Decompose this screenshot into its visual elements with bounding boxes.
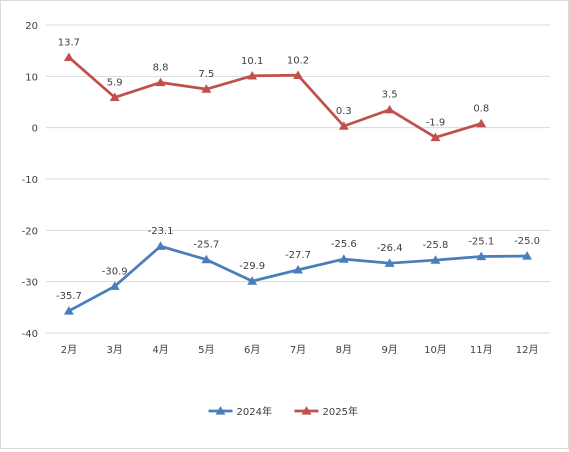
x-tick-label: 6月 xyxy=(244,344,260,356)
gridlines xyxy=(46,24,550,334)
x-tick-label: 9月 xyxy=(381,344,397,356)
x-tick-label: 7月 xyxy=(290,344,306,356)
data-label: 0.3 xyxy=(336,106,352,117)
x-tick-label: 11月 xyxy=(470,344,493,356)
data-label: 8.8 xyxy=(153,62,169,73)
data-point-marker xyxy=(109,281,120,290)
data-labels: -35.7 -30.9 -23.1 -25.7 -29.9 -27.7 -25.6 -26.4… xyxy=(56,37,540,302)
data-label: -27.7 xyxy=(285,250,311,261)
data-label: -25.8 xyxy=(423,240,449,251)
data-point-marker xyxy=(63,306,74,315)
y-tick-label: -30 xyxy=(22,278,38,289)
data-point-marker xyxy=(201,254,212,264)
data-point-marker xyxy=(109,92,120,102)
data-label: -25.7 xyxy=(193,240,219,251)
legend-item: 2025年 xyxy=(294,405,358,418)
data-label: -35.7 xyxy=(56,291,82,302)
data-point-marker xyxy=(384,258,395,267)
data-label: -26.4 xyxy=(377,243,403,254)
data-point-marker xyxy=(476,251,487,261)
data-label: -25.6 xyxy=(331,239,357,250)
legend-marker xyxy=(301,406,312,415)
data-label: 10.2 xyxy=(287,55,309,66)
data-point-marker xyxy=(384,104,395,114)
data-point-marker xyxy=(430,255,441,264)
y-axis-tick-labels: 20 10 0 -10 -20 -30 -40 xyxy=(22,21,38,340)
data-point-marker xyxy=(63,52,74,61)
data-label: 7.5 xyxy=(198,69,214,80)
data-point-marker xyxy=(247,276,258,285)
data-point-marker xyxy=(155,241,166,250)
data-label: 13.7 xyxy=(58,37,80,48)
x-axis-tick-labels: 2月 3月 4月 5月 6月 7月 8月 9月 10月 11月 12月 xyxy=(61,344,539,356)
data-point-marker xyxy=(155,77,166,87)
data-label: -25.1 xyxy=(468,237,494,248)
series-lines xyxy=(63,52,533,315)
x-tick-label: 5月 xyxy=(198,344,214,356)
legend-marker xyxy=(215,406,226,415)
y-tick-label: 0 xyxy=(32,124,38,135)
data-point-marker xyxy=(247,70,258,80)
data-label: -30.9 xyxy=(102,266,128,277)
legend: 2024年 2025年 xyxy=(208,405,358,418)
data-label: -1.9 xyxy=(426,117,446,128)
data-label: 10.1 xyxy=(241,56,263,67)
x-tick-label: 3月 xyxy=(107,344,123,356)
data-label: -25.0 xyxy=(514,236,540,247)
data-point-marker xyxy=(338,254,349,263)
x-tick-label: 2月 xyxy=(61,344,77,356)
data-point-marker xyxy=(201,84,212,93)
series-line-1 xyxy=(67,55,483,139)
x-tick-label: 4月 xyxy=(152,344,168,356)
data-point-marker xyxy=(522,251,533,260)
x-tick-label: 12月 xyxy=(516,344,539,356)
data-point-marker xyxy=(293,70,303,79)
legend-label: 2025年 xyxy=(323,405,358,418)
y-tick-label: -10 xyxy=(22,175,38,186)
y-tick-label: -20 xyxy=(22,226,38,237)
x-tick-label: 10月 xyxy=(424,344,447,356)
y-tick-label: 20 xyxy=(25,21,38,32)
data-label: -23.1 xyxy=(148,226,174,237)
data-label: 3.5 xyxy=(382,90,398,101)
data-point-marker xyxy=(430,132,441,142)
x-tick-label: 8月 xyxy=(336,344,352,356)
y-tick-label: 10 xyxy=(25,72,38,83)
legend-item: 2024年 xyxy=(208,405,272,418)
data-point-marker xyxy=(476,118,487,128)
data-label: 0.8 xyxy=(473,104,489,115)
legend-label: 2024年 xyxy=(237,405,272,418)
data-label: -29.9 xyxy=(239,261,265,272)
y-tick-label: -40 xyxy=(22,329,38,340)
data-point-marker xyxy=(338,121,349,130)
data-label: 5.9 xyxy=(107,77,123,88)
data-point-marker xyxy=(293,265,303,274)
